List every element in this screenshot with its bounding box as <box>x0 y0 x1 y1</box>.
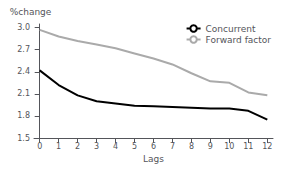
svg-text:1.8: 1.8 <box>17 111 30 120</box>
svg-text:4: 4 <box>113 142 118 151</box>
svg-text:9: 9 <box>208 142 213 151</box>
svg-text:7: 7 <box>170 142 175 151</box>
svg-text:3.0: 3.0 <box>17 23 30 32</box>
svg-text:1.5: 1.5 <box>17 134 30 143</box>
svg-text:8: 8 <box>189 142 194 151</box>
svg-text:Concurrent: Concurrent <box>206 24 256 34</box>
svg-text:10: 10 <box>224 142 234 151</box>
svg-text:6: 6 <box>151 142 156 151</box>
svg-text:5: 5 <box>132 142 137 151</box>
svg-text:2.4: 2.4 <box>17 67 30 76</box>
svg-text:2.1: 2.1 <box>17 89 30 98</box>
svg-text:3: 3 <box>94 142 99 151</box>
svg-text:2.7: 2.7 <box>17 45 30 54</box>
svg-text:Lags: Lags <box>143 154 164 164</box>
svg-text:0: 0 <box>37 142 42 151</box>
svg-text:Forward factor: Forward factor <box>206 35 272 45</box>
svg-text:11: 11 <box>243 142 253 151</box>
svg-text:2: 2 <box>75 142 80 151</box>
svg-text:12: 12 <box>262 142 272 151</box>
svg-text:1: 1 <box>56 142 61 151</box>
svg-text:%change: %change <box>10 7 52 17</box>
